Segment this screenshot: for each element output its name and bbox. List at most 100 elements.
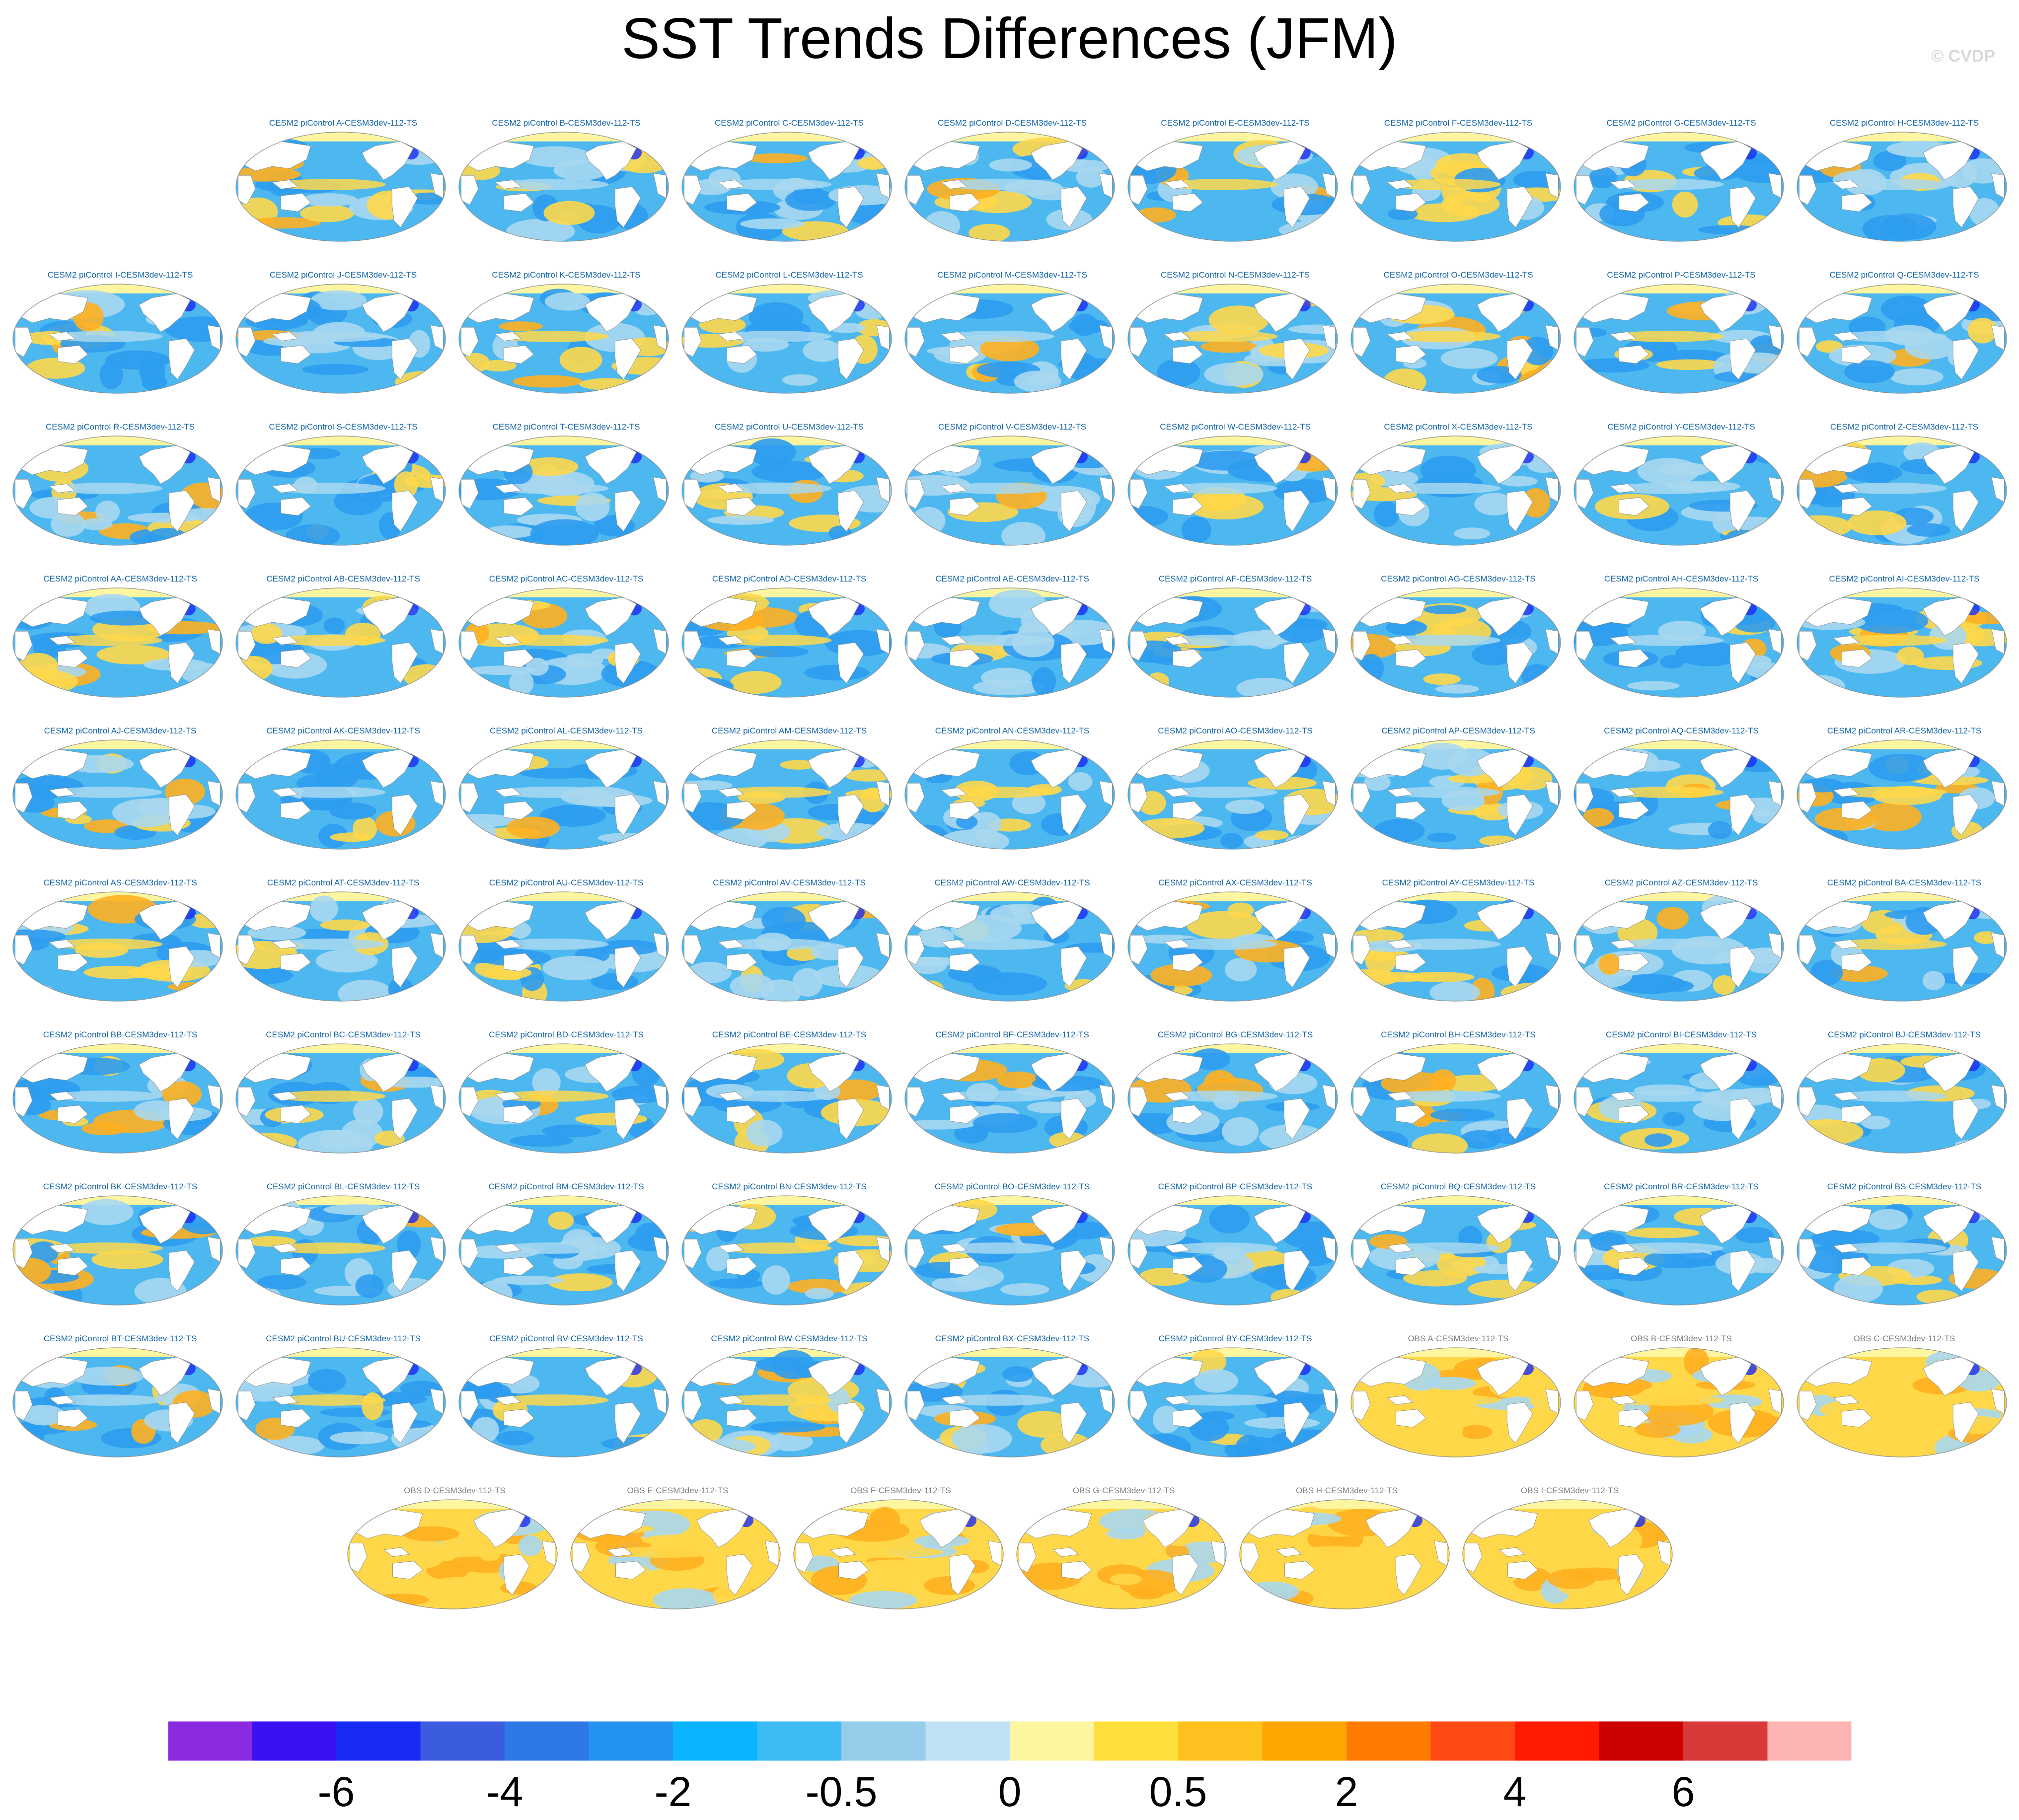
colorbar-tick-label: 6 xyxy=(1671,1768,1695,1815)
sst-anomaly-patch xyxy=(1224,957,1257,982)
sst-anomaly-patch xyxy=(257,1274,307,1290)
equatorial-band xyxy=(497,1394,609,1406)
land-mass xyxy=(281,801,311,820)
map-outline xyxy=(904,587,1115,698)
sst-anomaly-patch xyxy=(1954,1139,1996,1149)
panel-title: CESM2 piControl BH-CESM3dev-112-TS xyxy=(1381,1030,1536,1039)
sst-anomaly-patch xyxy=(1853,608,1929,634)
sst-anomaly-patch xyxy=(1861,1115,1891,1130)
sst-trend-map xyxy=(1239,1499,1450,1609)
colorbar-segment xyxy=(1515,1721,1599,1761)
sst-anomaly-patch xyxy=(745,153,808,163)
sst-anomaly-patch xyxy=(805,1288,834,1300)
panel-title: CESM2 piControl AZ-CESM3dev-112-TS xyxy=(1604,878,1758,887)
sst-anomaly-patch xyxy=(330,832,373,842)
land-mass xyxy=(15,1087,33,1117)
panel-title: CESM2 piControl BW-CESM3dev-112-TS xyxy=(711,1334,868,1343)
land-mass xyxy=(1086,1200,1100,1212)
map-panel: CESM2 piControl BB-CESM3dev-112-TS xyxy=(11,1030,229,1179)
colorbar-segment xyxy=(841,1721,926,1761)
sst-anomaly-patch xyxy=(127,512,201,523)
sst-anomaly-patch xyxy=(1521,337,1554,365)
map-field xyxy=(236,892,446,1001)
sst-anomaly-patch xyxy=(298,1129,374,1153)
sst-anomaly-patch xyxy=(1014,370,1061,392)
sst-trend-map xyxy=(681,1195,892,1306)
land-mass xyxy=(727,497,757,516)
map-field xyxy=(1574,436,1784,545)
land-mass xyxy=(640,896,654,908)
land-mass xyxy=(281,649,311,668)
sst-anomaly-patch xyxy=(803,339,842,362)
land-mass xyxy=(1576,1390,1594,1421)
panel-title: CESM2 piControl AD-CESM3dev-112-TS xyxy=(712,574,867,583)
map-field xyxy=(1574,1196,1784,1305)
map-field xyxy=(1128,436,1338,545)
sst-trend-map xyxy=(904,132,1115,242)
sst-anomaly-patch xyxy=(1165,1544,1189,1559)
land-mass xyxy=(727,193,757,212)
sst-anomaly-patch xyxy=(1012,792,1046,814)
sst-anomaly-patch xyxy=(689,1419,723,1443)
land-mass xyxy=(863,592,877,604)
sst-anomaly-patch xyxy=(1635,1422,1681,1438)
land-mass xyxy=(1842,801,1872,820)
equatorial-band xyxy=(1389,331,1501,342)
land-mass xyxy=(495,1091,522,1101)
land-mass xyxy=(718,179,745,190)
sst-anomaly-patch xyxy=(291,929,357,940)
land-mass xyxy=(941,787,968,798)
land-mass xyxy=(1018,1542,1036,1573)
land-mass xyxy=(907,631,925,661)
land-mass xyxy=(1254,1357,1306,1396)
equatorial-band xyxy=(943,1394,1055,1406)
land-mass xyxy=(1353,1238,1371,1269)
sst-anomaly-patch xyxy=(1222,1117,1259,1146)
land-mass xyxy=(15,327,33,358)
land-mass xyxy=(281,345,311,364)
sst-anomaly-patch xyxy=(1130,526,1162,543)
land-mass xyxy=(362,1053,414,1092)
land-mass xyxy=(614,490,641,532)
map-panel: CESM2 piControl AZ-CESM3dev-112-TS xyxy=(1572,878,1791,1027)
panel-title: CESM2 piControl R-CESM3dev-112-TS xyxy=(45,422,195,432)
land-mass xyxy=(238,935,256,965)
map-outline xyxy=(235,284,446,394)
land-mass xyxy=(15,479,33,510)
equatorial-band xyxy=(1166,1091,1278,1102)
map-panel: CESM2 piControl AI-CESM3dev-112-TS xyxy=(1795,574,2014,723)
land-mass xyxy=(1309,744,1323,756)
land-mass xyxy=(281,953,311,972)
sst-anomaly-patch xyxy=(532,1068,561,1096)
map-field xyxy=(1574,1348,1784,1457)
land-mass xyxy=(1031,901,1083,940)
land-mass xyxy=(1353,327,1371,358)
map-panel: CESM2 piControl AF-CESM3dev-112-TS xyxy=(1126,574,1345,723)
panel-title: CESM2 piControl A-CESM3dev-112-TS xyxy=(269,118,418,128)
map-panel: CESM2 piControl R-CESM3dev-112-TS xyxy=(11,422,229,571)
land-mass xyxy=(1164,483,1191,494)
land-mass xyxy=(1254,749,1306,788)
map-panel: CESM2 piControl Y-CESM3dev-112-TS xyxy=(1572,422,1791,571)
land-mass xyxy=(1729,490,1756,532)
map-field xyxy=(459,284,669,393)
land-mass xyxy=(684,327,702,358)
land-mass xyxy=(495,483,522,494)
equatorial-band xyxy=(1835,179,1947,190)
land-mass xyxy=(585,749,637,788)
land-mass xyxy=(1477,749,1529,788)
equatorial-band xyxy=(1612,1394,1724,1406)
sst-anomaly-patch xyxy=(1435,684,1480,694)
colorbar-tick-label: 0 xyxy=(998,1768,1022,1815)
map-field xyxy=(905,588,1115,697)
sst-anomaly-patch xyxy=(653,1588,718,1609)
equatorial-band xyxy=(1612,179,1724,190)
land-mass xyxy=(907,1238,925,1269)
panel-title: CESM2 piControl I-CESM3dev-112-TS xyxy=(47,270,193,280)
panel-title: CESM2 piControl W-CESM3dev-112-TS xyxy=(1160,422,1311,432)
sst-anomaly-patch xyxy=(1748,655,1772,668)
map-outline xyxy=(235,436,446,546)
land-mass xyxy=(1086,896,1100,908)
sst-trend-map xyxy=(1127,1347,1338,1457)
sst-trend-map xyxy=(681,891,892,1002)
